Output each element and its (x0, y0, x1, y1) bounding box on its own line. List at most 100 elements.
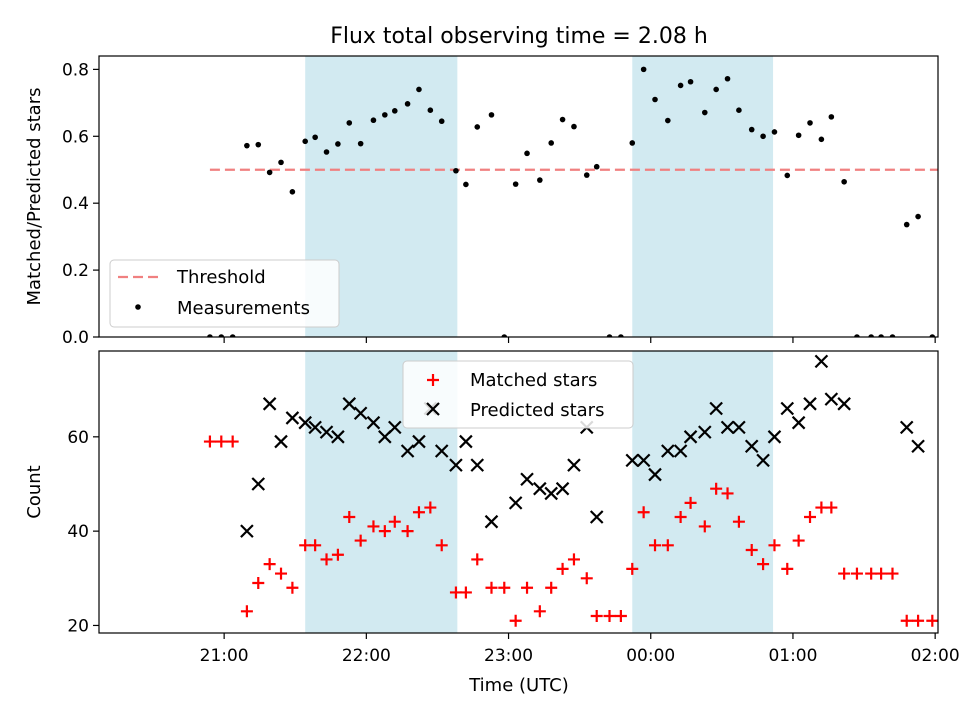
measurement-point (629, 140, 636, 146)
x-axis-label: Time (UTC) (468, 675, 569, 696)
predicted-star-point (698, 425, 712, 439)
predicted-star-point (648, 467, 662, 482)
measurement-point (512, 181, 519, 187)
measurement-point (854, 334, 860, 337)
measurement-point (818, 136, 825, 143)
y-tick-label: 0.0 (62, 328, 89, 348)
matched-star-point (509, 614, 522, 627)
measurement-point (537, 177, 543, 183)
measurement-point (640, 66, 647, 73)
x-tick-label: 00:00 (626, 646, 675, 666)
measurement-point (677, 82, 684, 89)
matched-star-point (343, 510, 356, 523)
measurement-point (724, 75, 731, 82)
matched-star-point (412, 506, 425, 519)
measurement-point (593, 163, 600, 170)
measurement-point (583, 172, 590, 178)
measurement-point (915, 213, 921, 220)
legend-box (109, 259, 340, 328)
shaded-band (632, 351, 774, 633)
measurement-point (289, 189, 296, 195)
predicted-star-point (720, 420, 735, 435)
measurement-point (889, 334, 896, 337)
y-tick-label: 0.4 (62, 194, 89, 214)
shaded-band (632, 56, 774, 337)
matched-star-point (580, 572, 593, 585)
matched-star-point (401, 525, 414, 538)
measurement-point (524, 150, 530, 157)
matched-star-point (886, 567, 899, 580)
measurement-point (302, 138, 308, 145)
matched-star-point (721, 487, 734, 500)
predicted-star-point (285, 411, 300, 425)
axes-frame (98, 55, 939, 338)
predicted-star-point (555, 481, 570, 496)
matched-star-point (378, 525, 391, 538)
matched-star-point (521, 581, 534, 594)
legend-box (402, 360, 634, 429)
measurement-point (357, 140, 364, 147)
y-tick-label: 0.8 (62, 60, 89, 80)
measurement-point (760, 133, 766, 140)
predicted-star-point (308, 420, 322, 435)
predicted-star-point (625, 453, 640, 468)
measurement-point (748, 126, 755, 133)
predicted-star-point (353, 406, 368, 421)
measurement-point (463, 181, 469, 188)
predicted-star-point (780, 401, 795, 416)
matched-star-point (226, 435, 239, 448)
measurement-point (665, 117, 671, 124)
matched-star-point (286, 581, 299, 594)
matched-star-point (850, 567, 863, 580)
matched-star-point (252, 577, 265, 590)
measurement-point (951, 334, 957, 340)
predicted-star-point (412, 434, 426, 449)
predicted-star-point (791, 415, 806, 430)
predicted-star-point (567, 458, 581, 472)
chart-title: Flux total observing time = 2.08 h (330, 24, 708, 49)
legend-threshold-label: Threshold (176, 267, 266, 288)
predicted-star-point (803, 397, 817, 411)
predicted-star-point (449, 458, 463, 472)
measurement-point (771, 129, 778, 135)
predicted-star-point (756, 453, 770, 468)
measurement-point (323, 149, 330, 155)
matched-star-point (732, 515, 745, 528)
matched-star-point (792, 534, 805, 547)
matched-star-point (626, 562, 639, 575)
matched-star-point (320, 553, 333, 566)
matched-star-point (567, 553, 580, 566)
measurement-point (606, 334, 613, 337)
matched-star-point (710, 482, 723, 495)
predicted-star-point (709, 401, 723, 416)
measurement-point (453, 167, 459, 174)
matched-star-point (838, 567, 851, 580)
matched-star-point (745, 544, 758, 557)
predicted-star-point (240, 524, 254, 538)
x-tick-label: 01:00 (768, 646, 817, 666)
predicted-star-point (434, 444, 449, 458)
matched-star-point (545, 581, 558, 594)
measurement-point (312, 134, 318, 141)
matched-star-point (948, 615, 960, 627)
measurement-point (266, 169, 273, 176)
predicted-star-point (899, 420, 914, 435)
matched-star-point (367, 520, 380, 533)
measurement-point (438, 118, 445, 125)
measurement-point (687, 78, 694, 85)
matched-star-point (649, 539, 662, 552)
predicted-star-point (520, 472, 534, 487)
predicted-star-point (589, 510, 604, 524)
matched-star-point (240, 605, 253, 618)
matched-star-point (825, 501, 838, 514)
y-tick-label: 0.6 (62, 127, 89, 147)
matched-star-point (203, 435, 216, 448)
measurement-point (548, 140, 555, 146)
measurement-point (571, 123, 577, 130)
matched-star-point (263, 558, 276, 571)
predicted-star-point (661, 444, 675, 458)
bottom-panel: 20 40 60 21:00 22:00 23:00 00:00 01:00 02:00 Coun… (24, 350, 960, 666)
predicted-star-point (470, 458, 485, 472)
matched-star-point (684, 496, 697, 509)
